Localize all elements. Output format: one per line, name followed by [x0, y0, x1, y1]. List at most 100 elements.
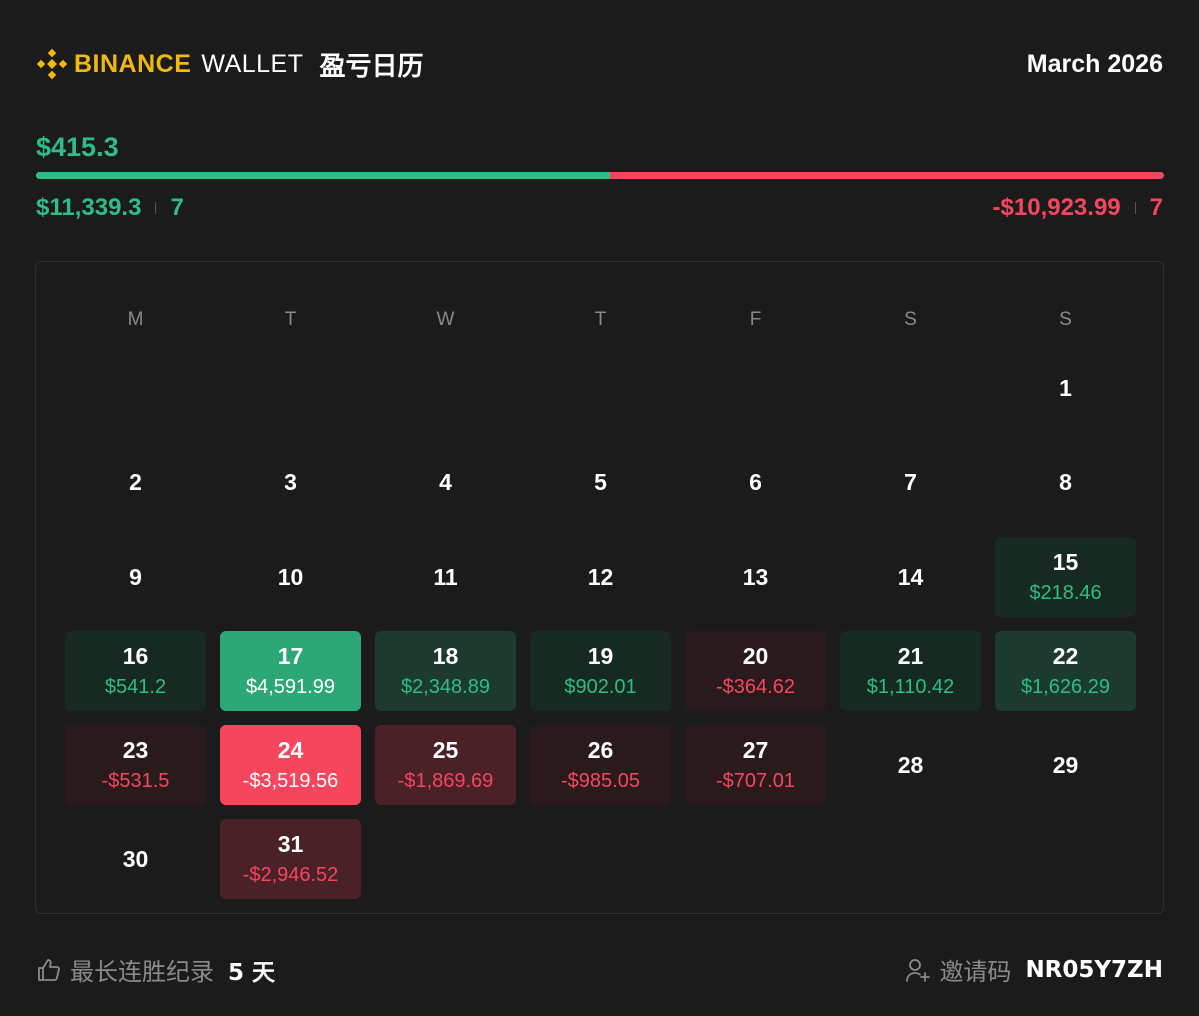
day-pnl: -$2,946.52: [242, 864, 339, 886]
weekday-header: F: [749, 309, 762, 330]
day-number: 30: [122, 846, 149, 872]
calendar-day-2[interactable]: 2: [65, 442, 206, 522]
day-number: 15: [1052, 549, 1079, 575]
gain-summary: $11,339.3 7: [36, 194, 184, 222]
day-number: 8: [1059, 469, 1072, 495]
day-pnl: -$707.01: [716, 770, 795, 792]
calendar-day-15[interactable]: 15 $218.46: [995, 537, 1136, 617]
brand-name: BINANCE: [74, 49, 192, 78]
day-number: 10: [277, 564, 304, 590]
day-number: 31: [277, 831, 304, 857]
weekday-header: M: [127, 309, 144, 330]
day-pnl: $1,626.29: [1021, 676, 1110, 698]
day-number: 26: [587, 737, 614, 763]
calendar-day-24[interactable]: 24 -$3,519.56: [220, 725, 361, 805]
calendar-day-22[interactable]: 22 $1,626.29: [995, 631, 1136, 711]
page-title: 盈亏日历: [319, 51, 424, 82]
weekday-header: W: [436, 309, 455, 330]
calendar-day-20[interactable]: 20 -$364.62: [685, 631, 826, 711]
calendar-day-19[interactable]: 19 $902.01: [530, 631, 671, 711]
invite-code-value[interactable]: NR05Y7ZH: [1025, 956, 1163, 983]
weekday-header: S: [904, 309, 917, 330]
calendar-day-28[interactable]: 28: [840, 725, 981, 805]
streak-label: 最长连胜纪录: [70, 958, 214, 986]
pnl-ratio-gain-fill: [36, 172, 611, 179]
calendar-day-3[interactable]: 3: [220, 442, 361, 522]
day-number: 18: [432, 643, 459, 669]
binance-diamond-icon: [36, 48, 68, 80]
loss-days: 7: [1149, 194, 1163, 221]
calendar-day-12[interactable]: 12: [530, 537, 671, 617]
day-pnl: $2,348.89: [401, 676, 490, 698]
calendar-day-6[interactable]: 6: [685, 442, 826, 522]
day-pnl: -$3,519.56: [242, 770, 339, 792]
calendar-day-31[interactable]: 31 -$2,946.52: [220, 819, 361, 899]
add-user-icon: [906, 958, 931, 982]
calendar-day-25[interactable]: 25 -$1,869.69: [375, 725, 516, 805]
weekday-header: T: [594, 309, 607, 330]
day-number: 20: [742, 643, 769, 669]
binance-logo: BINANCE WALLET: [36, 48, 304, 80]
day-number: 16: [122, 643, 149, 669]
win-streak: 最长连胜纪录 5 天: [36, 952, 275, 987]
weekday-header: T: [284, 309, 297, 330]
day-number: 6: [749, 469, 762, 495]
streak-value: 5 天: [228, 959, 276, 986]
day-number: 28: [897, 752, 924, 778]
calendar-day-30[interactable]: 30: [65, 819, 206, 899]
day-number: 1: [1059, 375, 1072, 401]
day-number: 12: [587, 564, 614, 590]
calendar-day-27[interactable]: 27 -$707.01: [685, 725, 826, 805]
calendar-day-14[interactable]: 14: [840, 537, 981, 617]
day-pnl: -$985.05: [561, 770, 640, 792]
day-number: 19: [587, 643, 614, 669]
calendar-day-1[interactable]: 1: [995, 348, 1136, 428]
divider: [155, 202, 157, 214]
gain-days: 7: [170, 194, 184, 221]
day-number: 2: [129, 469, 142, 495]
day-pnl: -$364.62: [716, 676, 795, 698]
day-pnl: -$1,869.69: [397, 770, 494, 792]
calendar-day-11[interactable]: 11: [375, 537, 516, 617]
calendar-day-5[interactable]: 5: [530, 442, 671, 522]
calendar-day-8[interactable]: 8: [995, 442, 1136, 522]
calendar-day-17[interactable]: 17 $4,591.99: [220, 631, 361, 711]
calendar-day-9[interactable]: 9: [65, 537, 206, 617]
calendar-day-10[interactable]: 10: [220, 537, 361, 617]
day-number: 29: [1052, 752, 1079, 778]
calendar-day-16[interactable]: 16 $541.2: [65, 631, 206, 711]
calendar-day-26[interactable]: 26 -$985.05: [530, 725, 671, 805]
pnl-calendar: M T W T F S S 1 2 3 4 5 6 7 8 9 10 11 12 13 14 15 $218.46 16 $54…: [35, 261, 1164, 914]
calendar-day-4[interactable]: 4: [375, 442, 516, 522]
calendar-day-29[interactable]: 29: [995, 725, 1136, 805]
calendar-day-23[interactable]: 23 -$531.5: [65, 725, 206, 805]
loss-summary: -$10,923.99 7: [993, 194, 1163, 222]
day-pnl: $902.01: [564, 676, 637, 698]
day-number: 27: [742, 737, 769, 763]
day-number: 25: [432, 737, 459, 763]
month-label: March 2026: [1026, 49, 1163, 78]
day-number: 14: [897, 564, 924, 590]
day-number: 22: [1052, 643, 1079, 669]
calendar-day-18[interactable]: 18 $2,348.89: [375, 631, 516, 711]
pnl-ratio-bar: [36, 172, 1164, 179]
calendar-day-7[interactable]: 7: [840, 442, 981, 522]
day-number: 3: [284, 469, 297, 495]
day-number: 24: [277, 737, 304, 763]
day-pnl: $541.2: [104, 676, 167, 698]
day-number: 23: [122, 737, 149, 763]
loss-total: -$10,923.99: [992, 194, 1121, 221]
invite-label: 邀请码: [939, 958, 1012, 986]
calendar-day-21[interactable]: 21 $1,110.42: [840, 631, 981, 711]
day-pnl: -$531.5: [101, 770, 170, 792]
day-pnl: $218.46: [1029, 582, 1102, 604]
day-number: 11: [433, 564, 458, 590]
thumbs-up-icon: [38, 958, 60, 981]
day-pnl: $1,110.42: [866, 676, 955, 698]
weekday-header: S: [1059, 309, 1072, 330]
day-number: 7: [904, 469, 917, 495]
day-pnl: $4,591.99: [246, 676, 335, 698]
product-name: WALLET: [201, 49, 304, 78]
header: BINANCE WALLET 盈亏日历 March 2026: [36, 44, 1163, 84]
calendar-day-13[interactable]: 13: [685, 537, 826, 617]
